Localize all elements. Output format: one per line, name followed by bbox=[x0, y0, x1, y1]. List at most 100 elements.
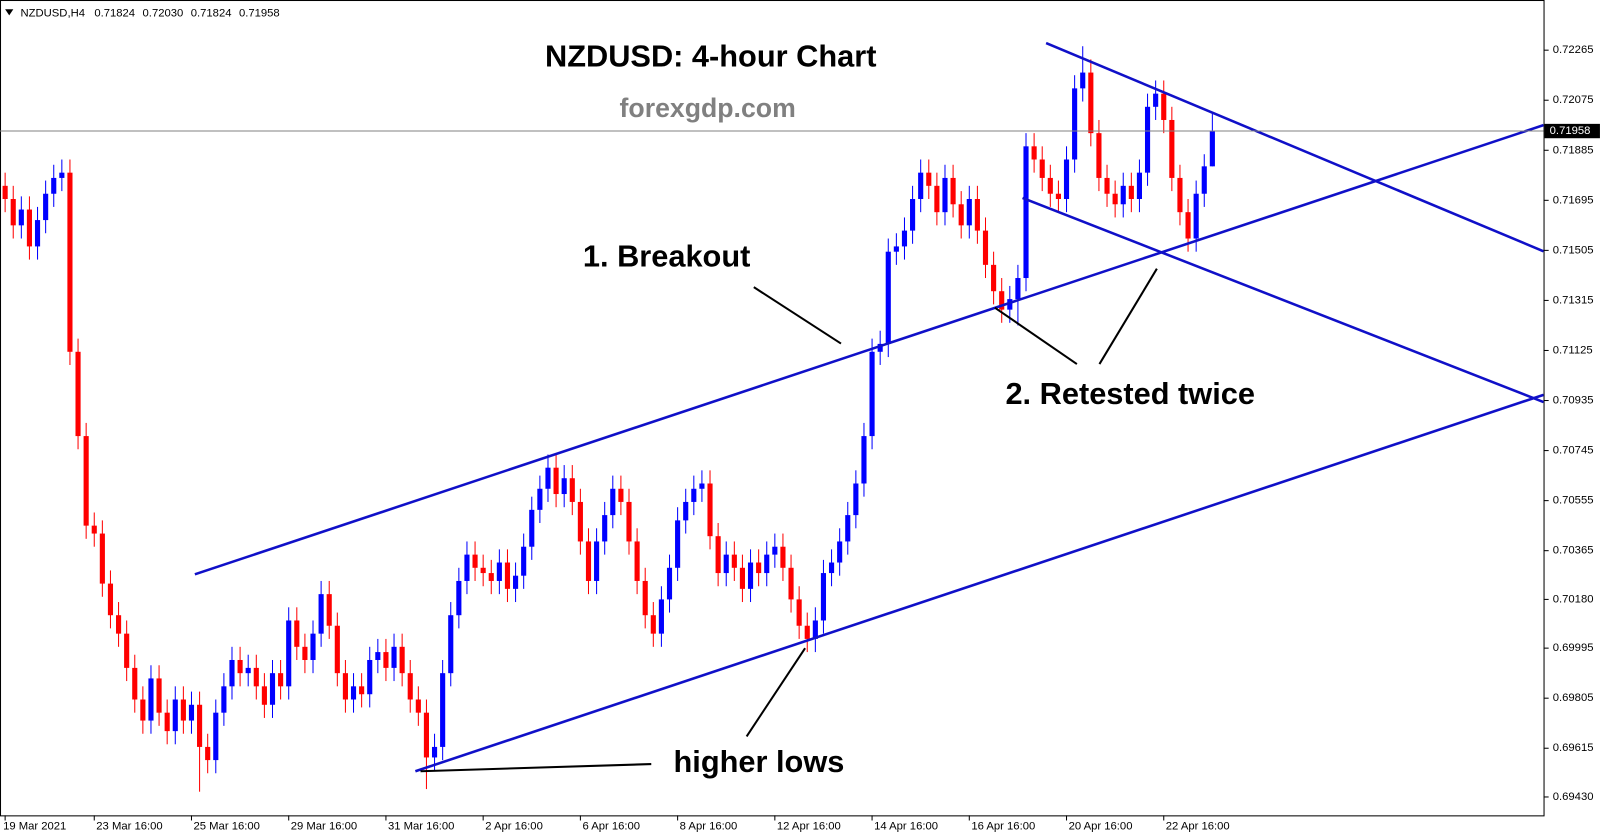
candle-body bbox=[529, 509, 535, 547]
candle-body bbox=[966, 199, 972, 226]
candle-body bbox=[51, 177, 57, 194]
candle-body bbox=[359, 686, 365, 695]
candle-body bbox=[326, 594, 332, 626]
chart-title: NZDUSD: 4-hour Chart bbox=[545, 39, 876, 74]
y-tick-label: 0.70365 bbox=[1553, 545, 1594, 557]
candle-body bbox=[1201, 166, 1207, 194]
candle-body bbox=[893, 246, 899, 252]
candle-body bbox=[26, 209, 32, 247]
candle-body bbox=[901, 230, 908, 247]
candle-body bbox=[618, 488, 624, 502]
candle-body bbox=[245, 667, 251, 674]
candle-body bbox=[691, 488, 697, 502]
y-tick-label: 0.70745 bbox=[1553, 445, 1594, 457]
candle-body bbox=[707, 483, 713, 537]
y-tick-label: 0.69615 bbox=[1553, 742, 1594, 754]
candle-body bbox=[448, 615, 454, 674]
candle-body bbox=[99, 533, 105, 584]
candle-body bbox=[747, 562, 754, 589]
candle-body bbox=[132, 667, 138, 700]
candle-body bbox=[553, 467, 559, 495]
candle-body bbox=[1072, 88, 1078, 160]
candle-body bbox=[699, 483, 705, 489]
candle-body bbox=[140, 699, 146, 721]
candle-body bbox=[342, 673, 348, 700]
higher-lows-pointer bbox=[420, 763, 652, 773]
candle-body bbox=[804, 625, 810, 639]
falling-upper-line bbox=[1045, 41, 1545, 253]
candle-body bbox=[974, 199, 980, 231]
candle-body bbox=[213, 712, 219, 761]
candle-body bbox=[415, 699, 421, 713]
candle-body bbox=[796, 599, 802, 626]
candle-body bbox=[561, 478, 567, 495]
candle-body bbox=[772, 546, 778, 555]
candle-body bbox=[780, 546, 786, 568]
candle-body bbox=[545, 467, 551, 489]
candle-body bbox=[407, 673, 413, 700]
candle-body bbox=[383, 652, 389, 668]
candle-body bbox=[666, 567, 673, 600]
candle-body bbox=[788, 567, 794, 600]
candle-body bbox=[999, 291, 1005, 310]
candle-body bbox=[67, 172, 73, 352]
candle-body bbox=[1039, 159, 1045, 178]
candle-body bbox=[845, 515, 851, 542]
candle-body bbox=[83, 436, 89, 526]
candle-body bbox=[1120, 185, 1126, 205]
candle-body bbox=[1023, 146, 1029, 279]
annotation: 2. Retested twice bbox=[1005, 376, 1255, 411]
y-tick-label: 0.71315 bbox=[1553, 294, 1594, 306]
candle-body bbox=[1161, 93, 1167, 120]
candle-body bbox=[1088, 72, 1094, 134]
candle-body bbox=[18, 209, 24, 226]
candle-body bbox=[861, 436, 867, 484]
annotation: higher lows bbox=[674, 744, 845, 779]
candle-body bbox=[869, 351, 875, 437]
candle-body bbox=[237, 659, 243, 674]
candle-body bbox=[642, 580, 648, 616]
candle-body bbox=[310, 633, 316, 660]
higher-lows-pointer bbox=[745, 647, 806, 737]
candle-body bbox=[294, 620, 300, 647]
candle-body bbox=[188, 704, 195, 721]
candle-body bbox=[334, 625, 340, 674]
x-tick-label: 31 Mar 16:00 bbox=[388, 821, 454, 833]
candle-body bbox=[521, 546, 527, 576]
retest-pointer bbox=[994, 306, 1078, 365]
collapse-icon bbox=[5, 9, 14, 16]
falling-lower-line bbox=[1022, 196, 1544, 404]
candle-body bbox=[472, 554, 478, 568]
candle-body bbox=[75, 351, 81, 437]
candle-body bbox=[156, 678, 162, 713]
x-tick-label: 8 Apr 16:00 bbox=[680, 821, 738, 833]
candle-body bbox=[1144, 106, 1151, 173]
y-tick-label: 0.72265 bbox=[1553, 44, 1594, 56]
candle-body bbox=[764, 554, 770, 574]
y-tick-label: 0.71505 bbox=[1553, 244, 1594, 256]
candle-body bbox=[423, 712, 430, 758]
candle-body bbox=[658, 599, 664, 634]
y-tick-label: 0.69805 bbox=[1553, 692, 1594, 704]
candle-body bbox=[828, 562, 835, 574]
candle-body bbox=[1169, 119, 1175, 178]
x-tick-label: 2 Apr 16:00 bbox=[485, 821, 543, 833]
symbol-label: NZDUSD,H4 bbox=[21, 7, 85, 19]
current-price-box bbox=[1544, 123, 1600, 139]
candle-body bbox=[594, 541, 600, 581]
candle-body bbox=[302, 646, 308, 660]
candle-body bbox=[1136, 172, 1143, 200]
candle-body bbox=[650, 615, 656, 634]
candle-body bbox=[1185, 212, 1191, 239]
candle-body bbox=[1153, 93, 1159, 107]
candle-body bbox=[375, 652, 381, 660]
candle-body bbox=[496, 562, 502, 581]
candle-body bbox=[1096, 133, 1102, 178]
y-tick-label: 0.71125 bbox=[1553, 344, 1593, 356]
candle-body bbox=[626, 501, 632, 542]
ohlc-close: 0.71958 bbox=[239, 7, 280, 19]
candle-body bbox=[991, 264, 997, 292]
candles bbox=[2, 46, 1215, 792]
candle-body bbox=[504, 562, 511, 589]
candle-body bbox=[577, 501, 583, 542]
